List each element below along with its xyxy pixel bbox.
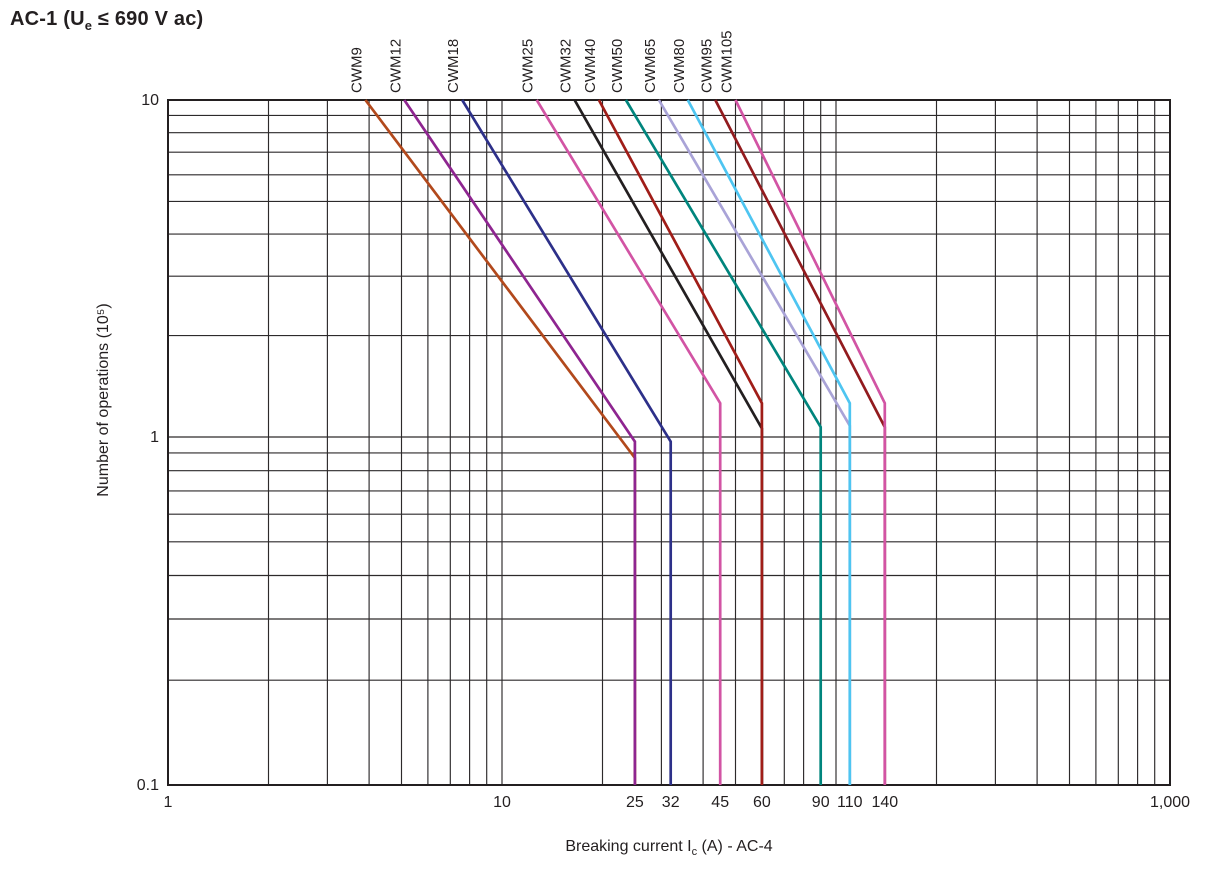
series-label-CWM40: CWM40 <box>582 39 599 93</box>
series-label-CWM65: CWM65 <box>642 39 659 93</box>
y-tick-labels: 10 1 0.1 <box>137 92 159 794</box>
x-axis-title-post: (A) - AC-4 <box>697 838 773 855</box>
series-curve-CWM105 <box>734 99 887 785</box>
series-curve-CWM12 <box>403 99 637 785</box>
series-curve-CWM25 <box>535 99 722 785</box>
x-tick-labels: 1 10 25 32 45 60 90 110 140 1,000 <box>164 794 1191 811</box>
series-labels: CWM9 CWM12 CWM18 CWM25 CWM32 CWM40 CWM50 CWM65 C… <box>348 30 735 93</box>
series-curve-CWM18 <box>461 99 673 785</box>
series-label-CWM80: CWM80 <box>671 39 688 93</box>
x-tick-1000: 1,000 <box>1150 794 1190 811</box>
y-tick-1: 1 <box>150 429 159 446</box>
series-label-CWM25: CWM25 <box>520 39 537 93</box>
grid-lines <box>168 100 1170 785</box>
series-curve-CWM9 <box>364 99 637 785</box>
x-tick-110: 110 <box>837 794 863 811</box>
x-tick-140: 140 <box>871 794 898 811</box>
series-curve-CWM80 <box>686 99 852 785</box>
series-label-CWM18: CWM18 <box>445 39 462 93</box>
series-label-CWM9: CWM9 <box>348 47 365 93</box>
x-tick-45: 45 <box>711 794 729 811</box>
series-curve-CWM95 <box>714 99 887 785</box>
x-tick-10: 10 <box>493 794 511 811</box>
series-label-CWM95: CWM95 <box>698 39 715 93</box>
series-label-CWM105: CWM105 <box>719 30 736 93</box>
x-tick-90: 90 <box>812 794 830 811</box>
chart-title: AC-1 (Ue ≤ 690 V ac) <box>10 8 203 33</box>
x-axis-title-subscript: c <box>691 846 698 859</box>
chart-title-post: ≤ 690 V ac) <box>92 8 204 30</box>
x-axis-title: Breaking current Ic (A) - AC-4 <box>419 838 919 858</box>
y-tick-0_1: 0.1 <box>137 777 159 794</box>
x-axis-title-pre: Breaking current I <box>565 838 692 855</box>
x-tick-32: 32 <box>662 794 680 811</box>
x-tick-1: 1 <box>164 794 173 811</box>
series-curves <box>364 99 887 785</box>
series-curve-CWM50 <box>624 99 823 785</box>
series-label-CWM32: CWM32 <box>558 39 575 93</box>
series-curve-CWM40 <box>597 99 764 785</box>
chart-title-subscript: e <box>84 18 93 33</box>
x-tick-60: 60 <box>753 794 771 811</box>
series-label-CWM12: CWM12 <box>387 39 404 93</box>
grid-path <box>168 100 1170 785</box>
series-label-CWM50: CWM50 <box>609 39 626 93</box>
y-tick-10: 10 <box>141 92 159 109</box>
x-tick-25: 25 <box>626 794 644 811</box>
plot-border <box>167 99 1171 786</box>
chart-title-pre: AC-1 (U <box>10 8 85 30</box>
